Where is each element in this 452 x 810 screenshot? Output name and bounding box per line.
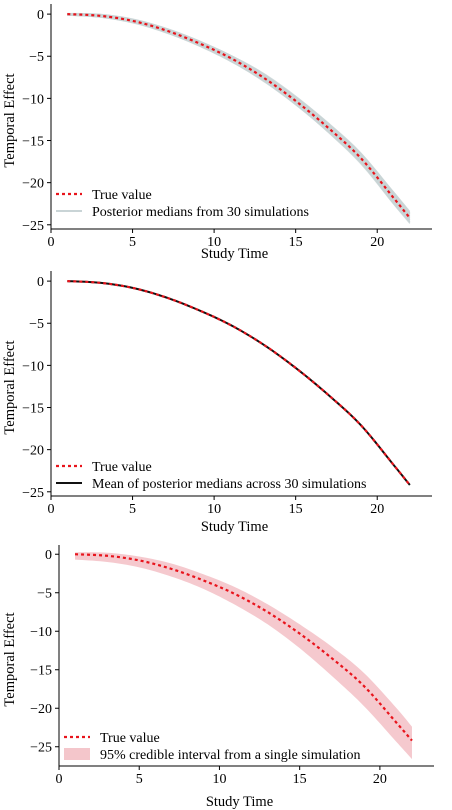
legend-label-true-value: True value — [92, 188, 152, 203]
true-value-line — [74, 553, 413, 742]
x-axis-label: Study Time — [201, 246, 268, 262]
posterior-median-line — [67, 14, 411, 215]
x-tick-label: 0 — [48, 235, 55, 250]
x-axis-label: Study Time — [206, 794, 273, 810]
y-tick-label: −15 — [30, 664, 52, 679]
x-tick-label: 15 — [289, 502, 303, 517]
x-tick-label: 20 — [370, 235, 384, 250]
x-tick-label: 5 — [136, 772, 143, 787]
x-tick-label: 0 — [48, 502, 55, 517]
true-value-line — [67, 280, 411, 486]
chart-panel-1: 0 5 10 15 20 0 −5 −10 −15 −20 −25 Study Time Tempora… — [2, 4, 432, 262]
y-axis-label: Temporal Effect — [2, 612, 18, 706]
x-tick-label: 10 — [207, 235, 221, 250]
credible-interval-band — [75, 552, 412, 760]
posterior-median-line — [67, 13, 411, 217]
posterior-median-line — [67, 14, 411, 213]
y-tick-label: −20 — [22, 177, 44, 192]
y-tick-label: −10 — [22, 92, 44, 107]
x-tick-label: 5 — [129, 502, 136, 517]
posterior-median-line — [67, 13, 411, 215]
posterior-median-line — [67, 14, 411, 215]
posterior-median-line — [67, 14, 411, 212]
y-tick-label: −15 — [22, 135, 44, 150]
chart-panel-2: 0 5 10 15 20 0 −5 −10 −15 −20 −25 Study Time Tempora… — [2, 271, 432, 535]
legend: True value 95% credible interval from a s… — [64, 731, 360, 763]
y-tick-label: −10 — [30, 625, 52, 640]
y-axis-label: Temporal Effect — [2, 73, 18, 167]
x-tick-label: 5 — [129, 235, 136, 250]
mean-posterior-median-line — [67, 280, 411, 486]
y-tick-label: −5 — [29, 50, 44, 65]
y-tick-label: 0 — [45, 548, 52, 563]
legend-label-second-series: Posterior medians from 30 simulations — [92, 205, 309, 220]
y-tick-label: −15 — [22, 402, 44, 417]
posterior-median-line — [67, 13, 411, 217]
posterior-median-line — [67, 14, 411, 214]
chart-panel-3: 0 5 10 15 20 0 −5 −10 −15 −20 −25 Study Time Tempora… — [2, 545, 434, 810]
y-tick-label: −20 — [22, 444, 44, 459]
posterior-median-line — [67, 14, 411, 215]
x-tick-label: 15 — [293, 772, 307, 787]
legend-label-true-value: True value — [92, 460, 152, 475]
y-tick-label: −25 — [22, 486, 44, 501]
legend-swatch-interval — [64, 748, 90, 760]
x-tick-label: 20 — [370, 502, 384, 517]
y-tick-label: −20 — [30, 702, 52, 717]
posterior-median-line — [67, 14, 411, 217]
y-tick-label: −5 — [29, 317, 44, 332]
posterior-median-line — [67, 13, 411, 214]
x-tick-label: 15 — [289, 235, 303, 250]
y-tick-label: −5 — [37, 587, 52, 602]
x-axis-label: Study Time — [201, 519, 268, 535]
y-tick-label: −25 — [30, 741, 52, 756]
y-tick-label: −10 — [22, 359, 44, 374]
true-value-line — [67, 13, 411, 219]
y-tick-label: −25 — [22, 219, 44, 234]
legend: True value Posterior medians from 30 simu… — [56, 188, 309, 220]
legend-label-second-series: 95% credible interval from a single simu… — [100, 748, 360, 763]
legend-label-true-value: True value — [100, 731, 160, 746]
x-tick-label: 0 — [56, 772, 63, 787]
y-tick-label: 0 — [37, 8, 44, 23]
y-axis-label: Temporal Effect — [2, 340, 18, 434]
posterior-median-line — [67, 13, 411, 218]
posterior-median-line — [67, 14, 411, 213]
x-tick-label: 10 — [207, 502, 221, 517]
legend: True value Mean of posterior medians acro… — [56, 460, 367, 492]
x-tick-label: 10 — [212, 772, 226, 787]
posterior-median-line — [67, 14, 411, 217]
legend-label-second-series: Mean of posterior medians across 30 simu… — [92, 477, 367, 492]
posterior-median-line — [67, 14, 411, 215]
x-tick-label: 20 — [373, 772, 387, 787]
y-tick-label: 0 — [37, 275, 44, 290]
